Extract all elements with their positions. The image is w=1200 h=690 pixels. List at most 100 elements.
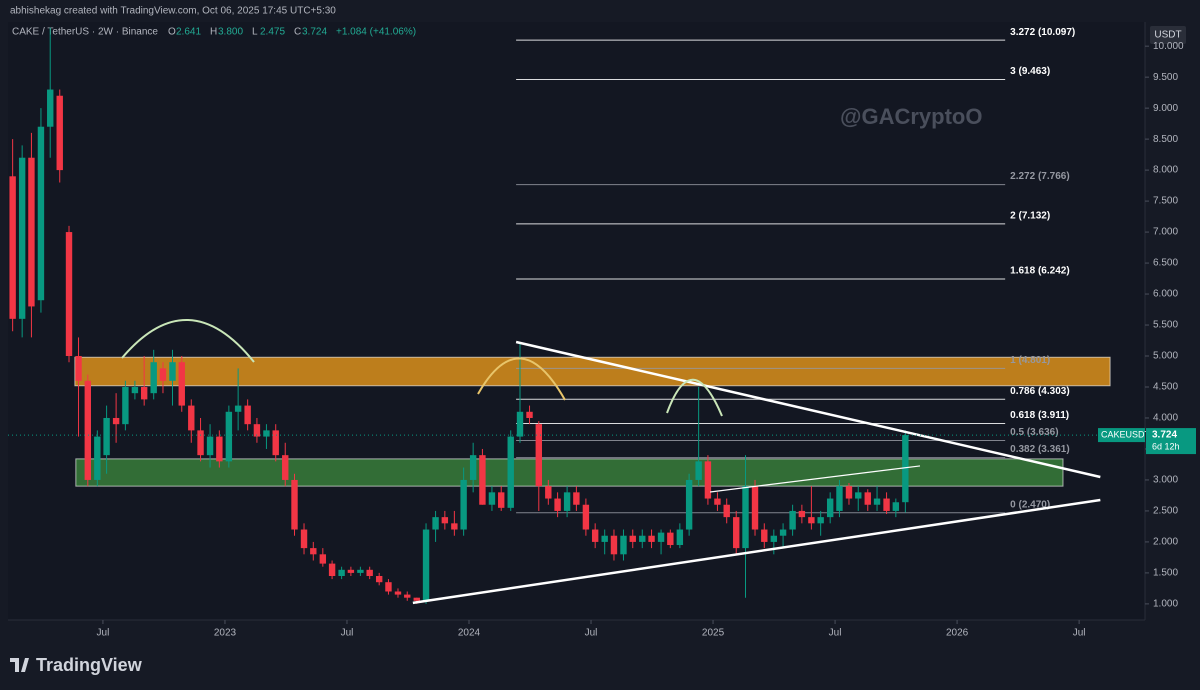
fib-label: 0 (2.470) [1010, 499, 1050, 510]
candle-body [225, 411, 233, 462]
fib-label: 3.272 (10.097) [1010, 27, 1075, 38]
candle-body [282, 455, 289, 480]
candle-body [451, 523, 458, 530]
candle-body [122, 386, 129, 425]
candle-body [56, 95, 63, 171]
header: abhishekag created with TradingView.com,… [10, 6, 336, 17]
candle-body [9, 176, 16, 319]
fib-label: 3 (9.463) [1010, 66, 1050, 77]
candle-body [253, 424, 261, 437]
y-tick-label: 8.500 [1153, 134, 1178, 145]
y-tick-label: 2.500 [1153, 506, 1178, 517]
countdown: 6d 12h [1152, 441, 1180, 451]
fib-label: 0.382 (3.361) [1010, 444, 1069, 455]
candle-body [432, 517, 439, 530]
candle-body [169, 362, 176, 381]
fib-label: 2 (7.132) [1010, 211, 1050, 222]
candle-body [366, 569, 373, 577]
arc [666, 378, 723, 417]
change: +1.084 (+41.06%) [336, 27, 416, 38]
candle-body [685, 479, 693, 530]
last-price: 3.724 [1152, 430, 1177, 441]
candle-body [639, 535, 646, 542]
candle-body [65, 232, 73, 357]
candle-body [291, 479, 298, 530]
y-tick-label: 2.000 [1153, 537, 1178, 548]
candle-body [272, 430, 279, 456]
candle-body [178, 362, 185, 406]
candle-body [535, 424, 542, 487]
candle-body [140, 386, 148, 400]
candle-body [836, 486, 843, 511]
candle-body [234, 405, 242, 412]
candle-body [507, 436, 514, 508]
currency-box[interactable] [1150, 26, 1186, 44]
y-tick-label: 1.500 [1153, 568, 1178, 579]
fib-label: 0.618 (3.911) [1010, 410, 1069, 421]
y-tick-label: 4.000 [1153, 413, 1178, 424]
candle-body [328, 563, 336, 577]
candle-body [375, 576, 383, 583]
candle-body [394, 591, 402, 595]
y-tick-label: 7.500 [1153, 196, 1178, 207]
y-tick-label: 1.000 [1153, 599, 1178, 610]
candle-body [469, 455, 477, 480]
candle-body [789, 510, 796, 530]
candle-body [761, 529, 768, 542]
candle-body [770, 535, 778, 542]
x-tick-label: Jul [341, 628, 354, 639]
candle-body [460, 479, 467, 530]
candle-body [347, 569, 355, 573]
candle-body [620, 535, 627, 555]
candle-body [159, 368, 167, 381]
y-tick-label: 6.000 [1153, 289, 1178, 300]
candle-body [817, 517, 824, 524]
ohlc-key: O [168, 27, 176, 38]
ohlc-value: 3.724 [302, 27, 327, 38]
fib-label: 0.786 (4.303) [1010, 386, 1069, 397]
candle-body [18, 157, 26, 319]
candle-body [742, 486, 749, 549]
y-tick-label: 5.500 [1153, 320, 1178, 331]
candle-body [404, 594, 411, 598]
candle-body [808, 517, 815, 524]
candle-body [84, 380, 92, 480]
candle-body [845, 486, 853, 499]
candle-body [150, 362, 157, 394]
y-tick-label: 10.000 [1153, 41, 1184, 52]
candle-body [422, 529, 430, 601]
y-tick-label: 4.500 [1153, 382, 1178, 393]
candle-body [28, 157, 35, 307]
y-tick-label: 5.000 [1153, 351, 1178, 362]
candle-body [892, 502, 900, 511]
candle-body [413, 597, 420, 601]
candle-body [779, 529, 787, 536]
candle-body [498, 492, 505, 508]
x-tick-label: 2024 [458, 628, 481, 639]
candle-body [112, 417, 120, 425]
y-tick-label: 9.500 [1153, 72, 1178, 83]
y-tick-label: 7.000 [1153, 227, 1178, 238]
candle-body [197, 430, 204, 456]
candle-body [676, 529, 684, 546]
candle-body [357, 569, 364, 573]
candle-body [131, 386, 139, 394]
candle-body [488, 492, 496, 505]
y-tick-label: 9.000 [1153, 103, 1178, 114]
candle-body [563, 492, 571, 511]
candle-body [244, 405, 251, 425]
candle-body [516, 411, 524, 437]
candle-body [751, 486, 759, 530]
candle-body [479, 455, 486, 505]
candle-body [902, 435, 909, 503]
ohlc-value: 3.800 [218, 27, 243, 38]
candle-body [573, 492, 580, 505]
candle-body [733, 517, 740, 549]
candle-body [826, 498, 834, 518]
candle-body [310, 548, 317, 555]
fib-label: 0.5 (3.636) [1010, 427, 1058, 438]
candle-body [695, 461, 702, 480]
candle-body [441, 517, 449, 524]
candle-body [319, 554, 327, 564]
